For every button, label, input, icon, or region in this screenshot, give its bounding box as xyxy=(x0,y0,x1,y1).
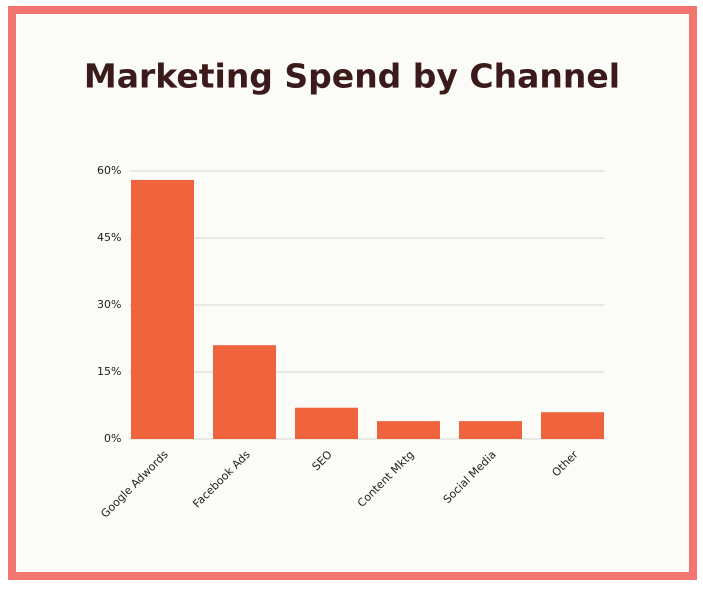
bar xyxy=(541,412,604,439)
y-tick-label: 30% xyxy=(97,298,121,311)
y-tick-label: 0% xyxy=(104,432,121,445)
y-tick-label: 45% xyxy=(97,231,121,244)
bar xyxy=(213,345,276,439)
y-tick-label: 15% xyxy=(97,365,121,378)
bar xyxy=(131,179,194,439)
bar xyxy=(377,421,440,439)
y-tick-label: 60% xyxy=(97,164,121,177)
bar xyxy=(295,407,358,439)
frame xyxy=(8,6,697,580)
chart-title: Marketing Spend by Channel xyxy=(84,57,620,96)
bar xyxy=(459,421,522,439)
